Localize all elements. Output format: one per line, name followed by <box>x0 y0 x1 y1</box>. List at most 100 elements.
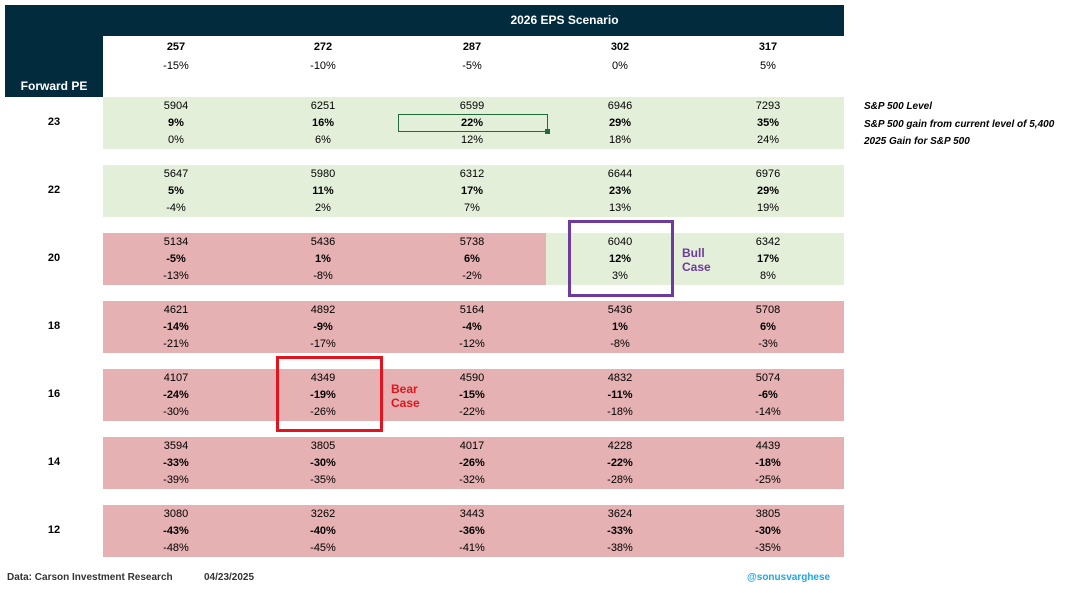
scenario-cell[interactable]: 6976 29% 19% <box>708 166 828 217</box>
cell-gain-2025: 18% <box>608 134 632 146</box>
fill-handle[interactable] <box>545 129 550 134</box>
scenario-cell[interactable]: 5904 9% 0% <box>116 98 236 149</box>
scenario-cell[interactable]: 5980 11% 2% <box>263 166 383 217</box>
cell-gain-2025: -22% <box>459 406 485 418</box>
cell-gain: -24% <box>163 389 189 401</box>
cell-level: 6312 <box>459 168 485 180</box>
cell-gain: -9% <box>313 321 333 333</box>
pe-label: 14 <box>47 456 61 468</box>
scenario-cell[interactable]: 4228 -22% -28% <box>560 438 680 489</box>
scenario-cell[interactable]: 3805 -30% -35% <box>263 438 383 489</box>
cell-level: 3443 <box>459 508 485 520</box>
scenario-cell[interactable]: 5134 -5% -13% <box>116 234 236 285</box>
scenario-cell[interactable]: 4832 -11% -18% <box>560 370 680 421</box>
selected-cell-outline[interactable] <box>398 114 550 134</box>
column-eps-1: 272 <box>313 41 333 53</box>
cell-level: 6599 <box>459 100 485 112</box>
scenario-cell[interactable]: 5708 6% -3% <box>708 302 828 353</box>
scenario-cell[interactable]: 6599 22% 12% <box>412 98 532 149</box>
scenario-cell[interactable]: 7293 35% 24% <box>708 98 828 149</box>
cell-level: 5738 <box>459 236 485 248</box>
cell-level: 3080 <box>163 508 189 520</box>
cell-level: 6342 <box>755 236 781 248</box>
cell-level: 5436 <box>310 236 336 248</box>
cell-level: 5904 <box>163 100 189 112</box>
scenario-cell[interactable]: 3262 -40% -45% <box>263 506 383 557</box>
bull-case-line1: Bull <box>682 246 705 260</box>
cell-gain-2025: -38% <box>607 542 633 554</box>
scenario-cell[interactable]: 6644 23% 13% <box>560 166 680 217</box>
scenario-cell[interactable]: 6946 29% 18% <box>560 98 680 149</box>
cell-gain: -5% <box>166 253 186 265</box>
cell-gain: -11% <box>607 389 633 401</box>
cell-level: 4349 <box>310 372 336 384</box>
cell-gain-2025: -30% <box>163 406 189 418</box>
scenario-cell[interactable]: 6251 16% 6% <box>263 98 383 149</box>
row-band-pe-18 <box>103 301 844 353</box>
scenario-cell[interactable]: 6040 12% 3% <box>560 234 680 285</box>
cell-gain: -14% <box>163 321 189 333</box>
scenario-cell[interactable]: 6312 17% 7% <box>412 166 532 217</box>
cell-gain: -33% <box>607 525 633 537</box>
scenario-cell[interactable]: 5436 1% -8% <box>263 234 383 285</box>
cell-gain: 1% <box>315 253 331 265</box>
legend-gain: S&P 500 gain from current level of 5,400 <box>864 119 1055 130</box>
bear-case-line2: Case <box>391 396 420 410</box>
scenario-cell[interactable]: 5738 6% -2% <box>412 234 532 285</box>
bull-case-label: Bull Case <box>682 246 711 274</box>
scenario-cell[interactable]: 5647 5% -4% <box>116 166 236 217</box>
row-band-pe-22 <box>103 165 844 217</box>
cell-gain: 29% <box>608 117 632 129</box>
legend-2025-gain: 2025 Gain for S&P 500 <box>864 136 970 147</box>
cell-gain-2025: -12% <box>459 338 485 350</box>
column-change-4: 5% <box>760 60 776 72</box>
column-eps-0: 257 <box>166 41 186 53</box>
scenario-cell[interactable]: 5074 -6% -14% <box>708 370 828 421</box>
cell-level: 5708 <box>755 304 781 316</box>
bear-case-line1: Bear <box>391 382 418 396</box>
cell-gain-2025: -25% <box>755 474 781 486</box>
cell-level: 4832 <box>607 372 633 384</box>
cell-gain-2025: 2% <box>315 202 331 214</box>
scenario-cell[interactable]: 6342 17% 8% <box>708 234 828 285</box>
pe-label: 16 <box>47 388 61 400</box>
scenario-cell[interactable]: 4349 -19% -26% <box>263 370 383 421</box>
scenario-cell[interactable]: 4017 -26% -32% <box>412 438 532 489</box>
scenario-cell[interactable]: 4892 -9% -17% <box>263 302 383 353</box>
footer-handle[interactable]: @sonusvarghese <box>747 572 831 583</box>
column-change-2: -5% <box>462 60 482 72</box>
scenario-cell[interactable]: 3624 -33% -38% <box>560 506 680 557</box>
bull-case-line2: Case <box>682 260 711 274</box>
scenario-cell[interactable]: 5164 -4% -12% <box>412 302 532 353</box>
scenario-cell[interactable]: 3805 -30% -35% <box>708 506 828 557</box>
cell-gain: 9% <box>168 117 184 129</box>
cell-level: 4017 <box>459 440 485 452</box>
scenario-cell[interactable]: 3594 -33% -39% <box>116 438 236 489</box>
cell-gain-2025: 12% <box>460 134 484 146</box>
cell-gain-2025: -13% <box>163 270 189 282</box>
cell-gain: -40% <box>310 525 336 537</box>
cell-gain: -18% <box>755 457 781 469</box>
scenario-cell[interactable]: 4590 -15% -22% <box>412 370 532 421</box>
page-title: 2026 EPS Scenario <box>510 13 619 27</box>
pe-label: 22 <box>47 184 61 196</box>
scenario-cell[interactable]: 4439 -18% -25% <box>708 438 828 489</box>
cell-level: 4107 <box>163 372 189 384</box>
cell-gain: 22% <box>460 117 484 129</box>
scenario-cell[interactable]: 4621 -14% -21% <box>116 302 236 353</box>
cell-level: 5436 <box>607 304 633 316</box>
legend-level: S&P 500 Level <box>864 101 933 112</box>
cell-gain-2025: -28% <box>607 474 633 486</box>
cell-gain-2025: -48% <box>163 542 189 554</box>
column-eps-3: 302 <box>610 41 630 53</box>
pe-label: 18 <box>47 320 61 332</box>
cell-gain: 5% <box>168 185 184 197</box>
cell-gain: -30% <box>755 525 781 537</box>
scenario-cell[interactable]: 4107 -24% -30% <box>116 370 236 421</box>
cell-level: 5074 <box>755 372 781 384</box>
scenario-cell[interactable]: 5436 1% -8% <box>560 302 680 353</box>
cell-gain: -4% <box>462 321 482 333</box>
scenario-cell[interactable]: 3443 -36% -41% <box>412 506 532 557</box>
column-change-1: -10% <box>310 60 336 72</box>
scenario-cell[interactable]: 3080 -43% -48% <box>116 506 236 557</box>
